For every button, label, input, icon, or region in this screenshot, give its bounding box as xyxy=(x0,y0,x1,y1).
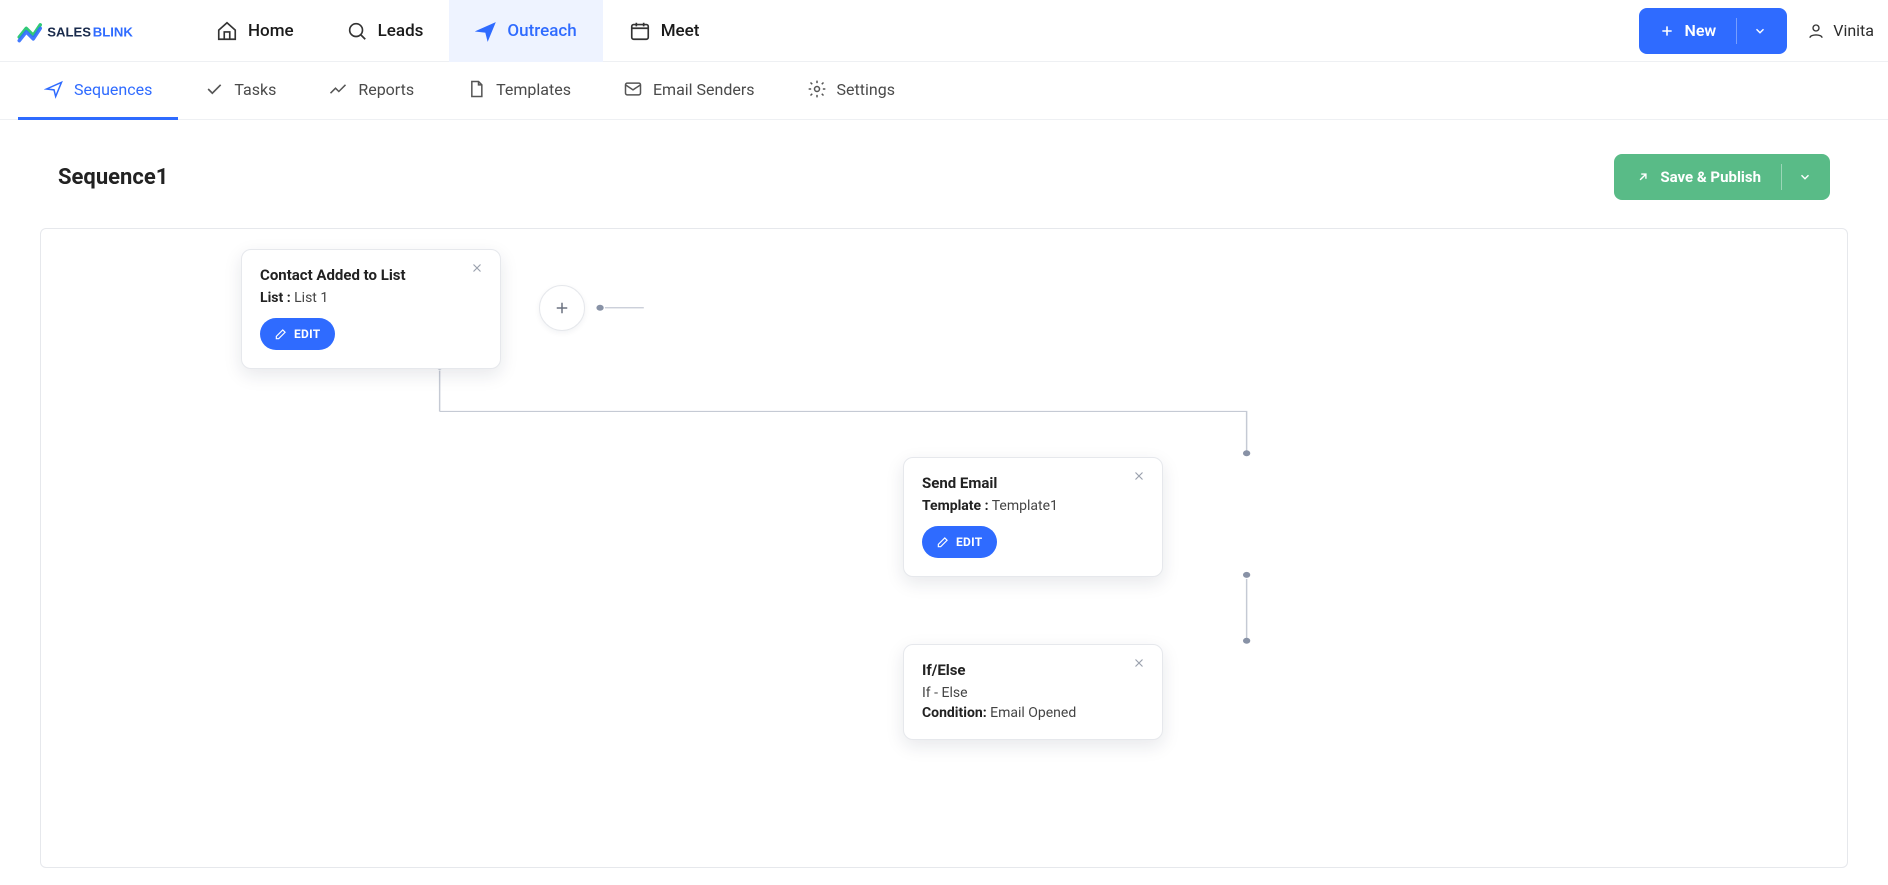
node-subline: If - Else xyxy=(922,685,1144,701)
edit-button[interactable]: EDIT xyxy=(922,526,997,558)
node-send-email[interactable]: Send Email Template : Template1 EDIT xyxy=(903,457,1163,577)
svg-text:BLINK: BLINK xyxy=(93,24,134,39)
subnav-email-senders[interactable]: Email Senders xyxy=(597,62,781,120)
page-head: Sequence1 Save & Publish xyxy=(40,154,1848,200)
flow-canvas[interactable]: Contact Added to List List : List 1 EDIT… xyxy=(40,228,1848,868)
nav-meet[interactable]: Meet xyxy=(603,0,726,62)
nav-leads[interactable]: Leads xyxy=(320,0,450,62)
node-field-label: List : xyxy=(260,290,291,306)
page: Sequence1 Save & Publish xyxy=(0,120,1888,868)
subnav-label: Email Senders xyxy=(653,80,755,99)
subnav-sequences[interactable]: Sequences xyxy=(18,62,178,120)
edit-button[interactable]: EDIT xyxy=(260,318,335,350)
subnav-label: Templates xyxy=(496,80,571,99)
user-menu[interactable]: Vinita xyxy=(1807,21,1874,40)
node-contact-added[interactable]: Contact Added to List List : List 1 EDIT xyxy=(241,249,501,369)
edit-label: EDIT xyxy=(294,327,321,341)
user-name: Vinita xyxy=(1833,21,1874,40)
add-trigger-button[interactable] xyxy=(539,285,585,331)
subnav-tasks[interactable]: Tasks xyxy=(178,62,302,120)
nav-label: Home xyxy=(248,21,294,41)
nav-label: Leads xyxy=(378,21,424,41)
node-field: List : List 1 xyxy=(260,290,482,306)
new-button[interactable]: New xyxy=(1639,8,1788,54)
brand-logo[interactable]: SALES BLINK xyxy=(14,17,154,45)
topnav: SALES BLINK Home Leads Outreach Meet New xyxy=(0,0,1888,62)
user-icon xyxy=(1807,22,1825,40)
save-publish-label: Save & Publish xyxy=(1660,168,1761,186)
divider xyxy=(1781,164,1782,190)
subnav: Sequences Tasks Reports Templates Email … xyxy=(0,62,1888,120)
close-icon[interactable] xyxy=(470,260,488,278)
subnav-label: Tasks xyxy=(234,80,276,99)
node-field-label: Condition: xyxy=(922,705,987,721)
svg-text:SALES: SALES xyxy=(47,24,91,39)
subnav-settings[interactable]: Settings xyxy=(781,62,921,120)
nav-label: Outreach xyxy=(507,21,576,41)
topnav-right: New Vinita xyxy=(1639,8,1875,54)
close-icon[interactable] xyxy=(1132,655,1150,673)
node-field: Condition: Email Opened xyxy=(922,705,1144,721)
node-title: Send Email xyxy=(922,474,1144,492)
subnav-label: Sequences xyxy=(74,80,152,99)
node-field-value: Email Opened xyxy=(990,705,1076,721)
node-field-value: Template1 xyxy=(992,498,1058,514)
node-field-value: List 1 xyxy=(294,290,328,306)
edit-label: EDIT xyxy=(956,535,983,549)
subnav-label: Reports xyxy=(358,80,414,99)
nav-label: Meet xyxy=(661,21,700,41)
topnav-items: Home Leads Outreach Meet xyxy=(190,0,725,62)
arrow-up-right-icon xyxy=(1636,170,1650,184)
node-field: Template : Template1 xyxy=(922,498,1144,514)
nav-home[interactable]: Home xyxy=(190,0,320,62)
new-button-label: New xyxy=(1685,21,1717,40)
subnav-reports[interactable]: Reports xyxy=(302,62,440,120)
chevron-down-icon xyxy=(1798,170,1812,184)
page-title: Sequence1 xyxy=(58,165,168,190)
save-publish-button[interactable]: Save & Publish xyxy=(1614,154,1830,200)
subnav-label: Settings xyxy=(837,80,895,99)
node-title: If/Else xyxy=(922,661,1144,679)
node-field-label: Template : xyxy=(922,498,989,514)
chevron-down-icon xyxy=(1753,24,1767,38)
close-icon[interactable] xyxy=(1132,468,1150,486)
subnav-templates[interactable]: Templates xyxy=(440,62,597,120)
nav-outreach[interactable]: Outreach xyxy=(449,0,602,62)
node-if-else[interactable]: If/Else If - Else Condition: Email Opene… xyxy=(903,644,1163,740)
node-title: Contact Added to List xyxy=(260,266,482,284)
divider xyxy=(1736,18,1737,44)
